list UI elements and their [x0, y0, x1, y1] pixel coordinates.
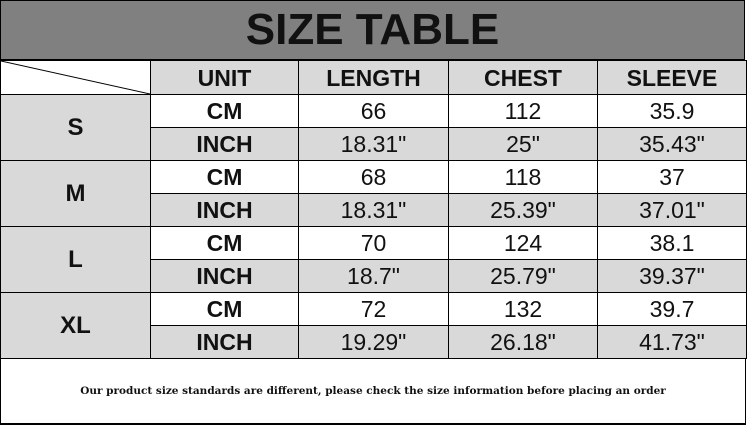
table-row-cm: L CM 70 124 38.1	[0, 226, 747, 293]
unit-cell: CM	[150, 94, 299, 128]
value-cell: 39.37"	[597, 259, 747, 293]
value-cell: 37.01"	[597, 193, 747, 227]
size-label: M	[0, 160, 151, 227]
value-cell: 70	[298, 226, 449, 260]
header-length: LENGTH	[298, 60, 449, 95]
value-cell: 124	[448, 226, 598, 260]
table-row-cm: XL CM 72 132 39.7	[0, 292, 747, 359]
size-table: UNIT LENGTH CHEST SLEEVE S CM 66 112 35.9 INC…	[0, 60, 747, 359]
unit-cell: CM	[150, 292, 299, 326]
value-cell: 19.29"	[298, 325, 449, 359]
value-cell: 25.39"	[448, 193, 598, 227]
table-row-cm: S CM 66 112 35.9	[0, 94, 747, 161]
unit-cell: INCH	[150, 259, 299, 293]
value-cell: 66	[298, 94, 449, 128]
value-cell: 35.9	[597, 94, 747, 128]
value-cell: 37	[597, 160, 747, 194]
value-cell: 41.73"	[597, 325, 747, 359]
header-sleeve: SLEEVE	[597, 60, 747, 95]
value-cell: 18.31"	[298, 193, 449, 227]
unit-cell: CM	[150, 160, 299, 194]
value-cell: 112	[448, 94, 598, 128]
table-row-cm: M CM 68 118 37	[0, 160, 747, 227]
value-cell: 25"	[448, 127, 598, 161]
value-cell: 18.7"	[298, 259, 449, 293]
value-cell: 25.79"	[448, 259, 598, 293]
value-cell: 72	[298, 292, 449, 326]
value-cell: 68	[298, 160, 449, 194]
header-chest: CHEST	[448, 60, 598, 95]
size-label: XL	[0, 292, 151, 359]
value-cell: 18.31"	[298, 127, 449, 161]
diagonal-corner-cell	[0, 60, 151, 95]
value-cell: 132	[448, 292, 598, 326]
size-label: S	[0, 94, 151, 161]
size-label: L	[0, 226, 151, 293]
table-row-inch: INCH 18.7" 25.79" 39.37"	[1, 259, 747, 293]
page-title: SIZE TABLE	[0, 0, 745, 60]
table-row-inch: INCH 19.29" 26.18" 41.73"	[1, 325, 747, 359]
table-row-inch: INCH 18.31" 25" 35.43"	[1, 127, 747, 161]
unit-cell: CM	[150, 226, 299, 260]
unit-cell: INCH	[150, 325, 299, 359]
value-cell: 39.7	[597, 292, 747, 326]
unit-cell: INCH	[150, 127, 299, 161]
header-unit: UNIT	[150, 60, 299, 95]
header-row: UNIT LENGTH CHEST SLEEVE	[0, 60, 747, 95]
value-cell: 38.1	[597, 226, 747, 260]
table-row-inch: INCH 18.31" 25.39" 37.01"	[1, 193, 747, 227]
footer-note: Our product size standards are different…	[0, 359, 746, 425]
value-cell: 35.43"	[597, 127, 747, 161]
value-cell: 26.18"	[448, 325, 598, 359]
value-cell: 118	[448, 160, 598, 194]
unit-cell: INCH	[150, 193, 299, 227]
